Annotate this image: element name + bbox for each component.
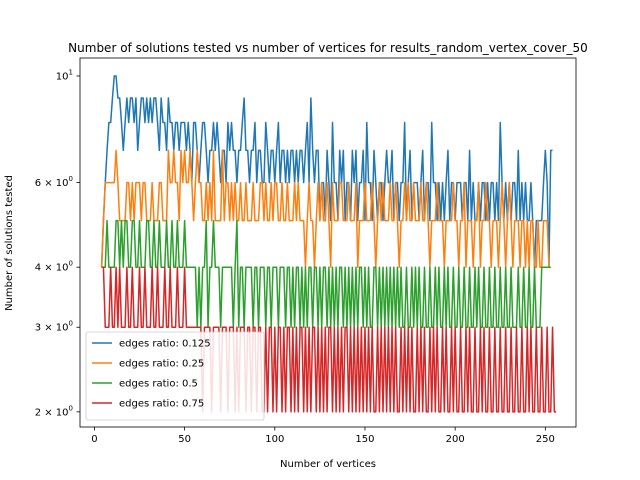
legend-label-1: edges ratio: 0.25: [119, 359, 204, 370]
x-tick-label-0: 0: [91, 434, 97, 445]
x-axis: 0 50 100 150 200 250: [91, 427, 555, 445]
y-tick-label-3: 6 × 100: [35, 175, 73, 189]
x-tick-label-5: 250: [536, 434, 555, 445]
x-tick-label-1: 50: [178, 434, 191, 445]
legend-label-0: edges ratio: 0.125: [119, 339, 211, 350]
chart-title: Number of solutions tested vs number of …: [68, 41, 588, 55]
series-line-1: [100, 149, 551, 268]
series-line-3: [101, 266, 557, 413]
y-tick-label-1: 3 × 100: [35, 320, 73, 334]
y-axis: 2 × 100 3 × 100 4 × 100 6 × 100 101: [35, 68, 80, 418]
series-layer: [100, 75, 557, 413]
x-tick-label-2: 100: [265, 434, 284, 445]
legend-label-3: edges ratio: 0.75: [119, 399, 204, 410]
y-tick-label-4: 101: [56, 68, 73, 82]
y-axis-label: Number of solutions tested: [4, 175, 15, 311]
y-tick-label-2: 4 × 100: [35, 260, 73, 274]
x-tick-label-4: 200: [446, 434, 465, 445]
legend-label-2: edges ratio: 0.5: [119, 379, 198, 390]
legend-box: [85, 331, 265, 421]
legend: edges ratio: 0.125 edges ratio: 0.25 edges…: [85, 331, 265, 421]
series-line-2: [101, 219, 551, 328]
x-axis-label: Number of vertices: [280, 459, 376, 470]
plot-frame: [79, 57, 577, 428]
x-tick-label-3: 150: [355, 434, 374, 445]
y-tick-label-0: 2 × 100: [35, 404, 73, 418]
